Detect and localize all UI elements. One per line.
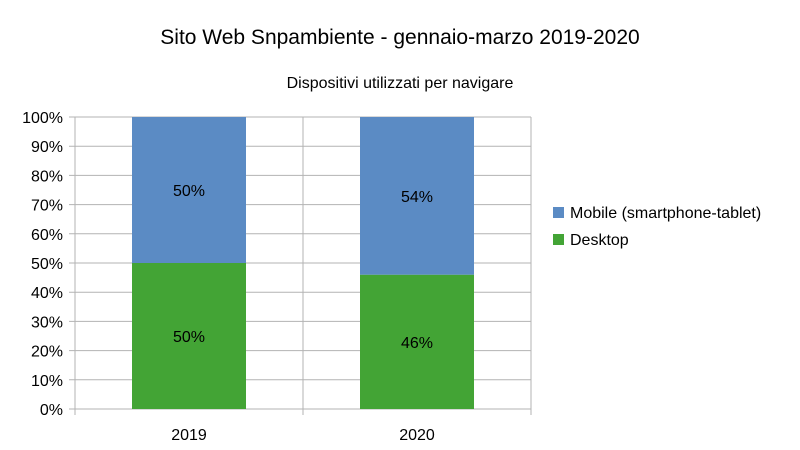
bar-mobile-2019 xyxy=(132,117,246,263)
y-tick-label: 60% xyxy=(31,227,63,244)
y-tick-label: 10% xyxy=(31,373,63,390)
x-tick-label: 2019 xyxy=(171,427,207,444)
bar-desktop-2020 xyxy=(360,274,474,409)
bars: 50% 50% 46% 54% xyxy=(132,117,474,409)
data-label: 50% xyxy=(173,329,205,346)
chart-title: Sito Web Snpambiente - gennaio-marzo 201… xyxy=(160,26,639,49)
y-tick-label: 30% xyxy=(31,314,63,331)
y-tick-label: 0% xyxy=(40,402,63,419)
legend-label: Mobile (smartphone-tablet) xyxy=(570,205,761,222)
legend-swatch xyxy=(553,234,564,245)
data-label: 54% xyxy=(401,189,433,206)
y-tick-label: 40% xyxy=(31,285,63,302)
chart-subtitle: Dispositivi utilizzati per navigare xyxy=(287,75,514,92)
y-tick-label: 90% xyxy=(31,139,63,156)
y-tick-label: 100% xyxy=(22,110,63,127)
y-tick-label: 50% xyxy=(31,256,63,273)
legend-label: Desktop xyxy=(570,232,629,249)
bar-mobile-2020 xyxy=(360,117,474,275)
x-tick-label: 2020 xyxy=(399,427,435,444)
data-label: 46% xyxy=(401,335,433,352)
axes: 0% 10% 20% 30% 40% 50% 60% 70% 80% 90% 100% 2019 202… xyxy=(22,110,435,444)
legend: Mobile (smartphone-tablet) Desktop xyxy=(553,205,761,249)
y-tick-label: 80% xyxy=(31,168,63,185)
y-tick-label: 70% xyxy=(31,198,63,215)
data-label: 50% xyxy=(173,183,205,200)
legend-swatch xyxy=(553,207,564,218)
bar-desktop-2019 xyxy=(132,263,246,409)
y-tick-label: 20% xyxy=(31,344,63,361)
